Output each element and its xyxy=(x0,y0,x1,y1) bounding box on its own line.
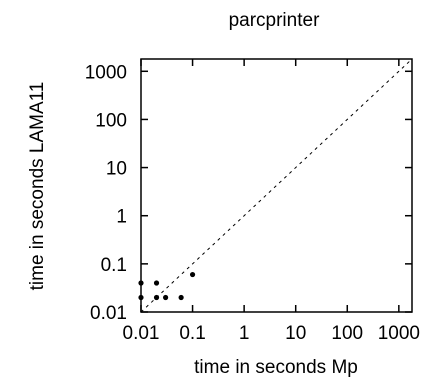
chart-title: parcprinter xyxy=(229,10,320,31)
data-points xyxy=(138,271,196,301)
x-tick-label: 1 xyxy=(239,323,250,344)
y-axis-ticks: 0.01 0.1 1 10 100 1000 xyxy=(85,62,412,324)
y-tick-label: 1000 xyxy=(85,62,127,83)
data-point xyxy=(153,294,160,301)
plot-frame xyxy=(140,58,413,313)
x-axis-ticks: 0.01 0.1 1 10 100 1000 xyxy=(123,59,420,344)
y-axis-label: time in seconds LAMA11 xyxy=(27,82,48,291)
y-tick-label: 1 xyxy=(116,207,127,228)
y-tick-label: 0.01 xyxy=(90,303,127,324)
y-tick-label: 100 xyxy=(95,110,127,131)
x-tick-label: 0.01 xyxy=(123,323,160,344)
data-point xyxy=(138,280,144,286)
y-tick-label: 0.1 xyxy=(101,255,127,276)
data-point xyxy=(138,294,144,301)
data-point xyxy=(178,294,184,301)
x-tick-label: 10 xyxy=(285,323,306,344)
data-point xyxy=(189,271,196,278)
y-tick-label: 10 xyxy=(106,159,127,180)
x-tick-label: 0.1 xyxy=(179,323,205,344)
reference-diagonal-line xyxy=(140,58,413,313)
x-axis-label: time in seconds Mp xyxy=(194,357,358,378)
data-point xyxy=(153,280,160,286)
x-tick-label: 1000 xyxy=(378,323,420,344)
data-point xyxy=(163,294,169,301)
x-tick-label: 100 xyxy=(331,323,363,344)
